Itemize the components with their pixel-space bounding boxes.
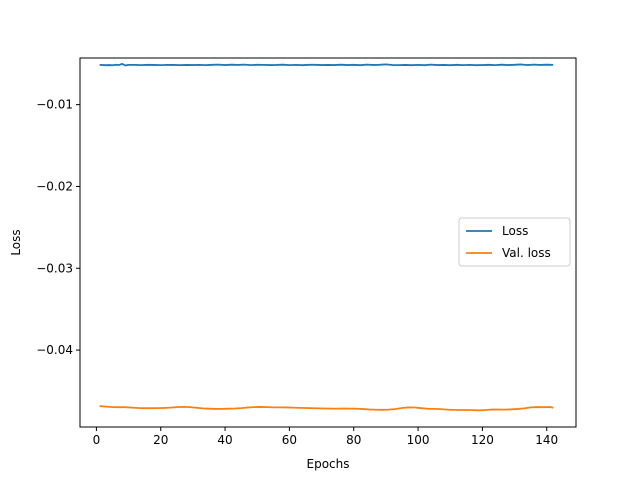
legend-box xyxy=(458,217,571,267)
x-tick-label: 120 xyxy=(471,433,494,447)
legend-label-loss: Loss xyxy=(502,224,528,238)
y-axis-label: Loss xyxy=(9,229,23,255)
x-axis-ticks: 0 20 40 60 80 100 120 140 xyxy=(93,427,558,447)
x-tick-label: 140 xyxy=(535,433,558,447)
y-axis-ticks: −0.01 −0.02 −0.03 −0.04 xyxy=(36,98,80,357)
x-tick-label: 80 xyxy=(346,433,361,447)
y-tick-label: −0.02 xyxy=(36,179,73,193)
x-tick-label: 0 xyxy=(93,433,101,447)
y-tick-label: −0.04 xyxy=(36,343,73,357)
x-tick-label: 20 xyxy=(153,433,168,447)
x-tick-label: 100 xyxy=(407,433,430,447)
series-layer xyxy=(99,62,554,412)
legend-label-val-loss: Val. loss xyxy=(502,246,551,260)
plot-frame xyxy=(79,57,577,428)
series-line-loss xyxy=(99,62,554,67)
x-tick-label: 40 xyxy=(217,433,232,447)
x-tick-label: 60 xyxy=(282,433,297,447)
y-tick-label: −0.03 xyxy=(36,261,73,275)
x-axis-label: Epochs xyxy=(307,457,350,471)
y-tick-label: −0.01 xyxy=(36,98,73,112)
legend: Loss Val. loss xyxy=(458,217,571,267)
series-line-val-loss xyxy=(99,405,554,412)
